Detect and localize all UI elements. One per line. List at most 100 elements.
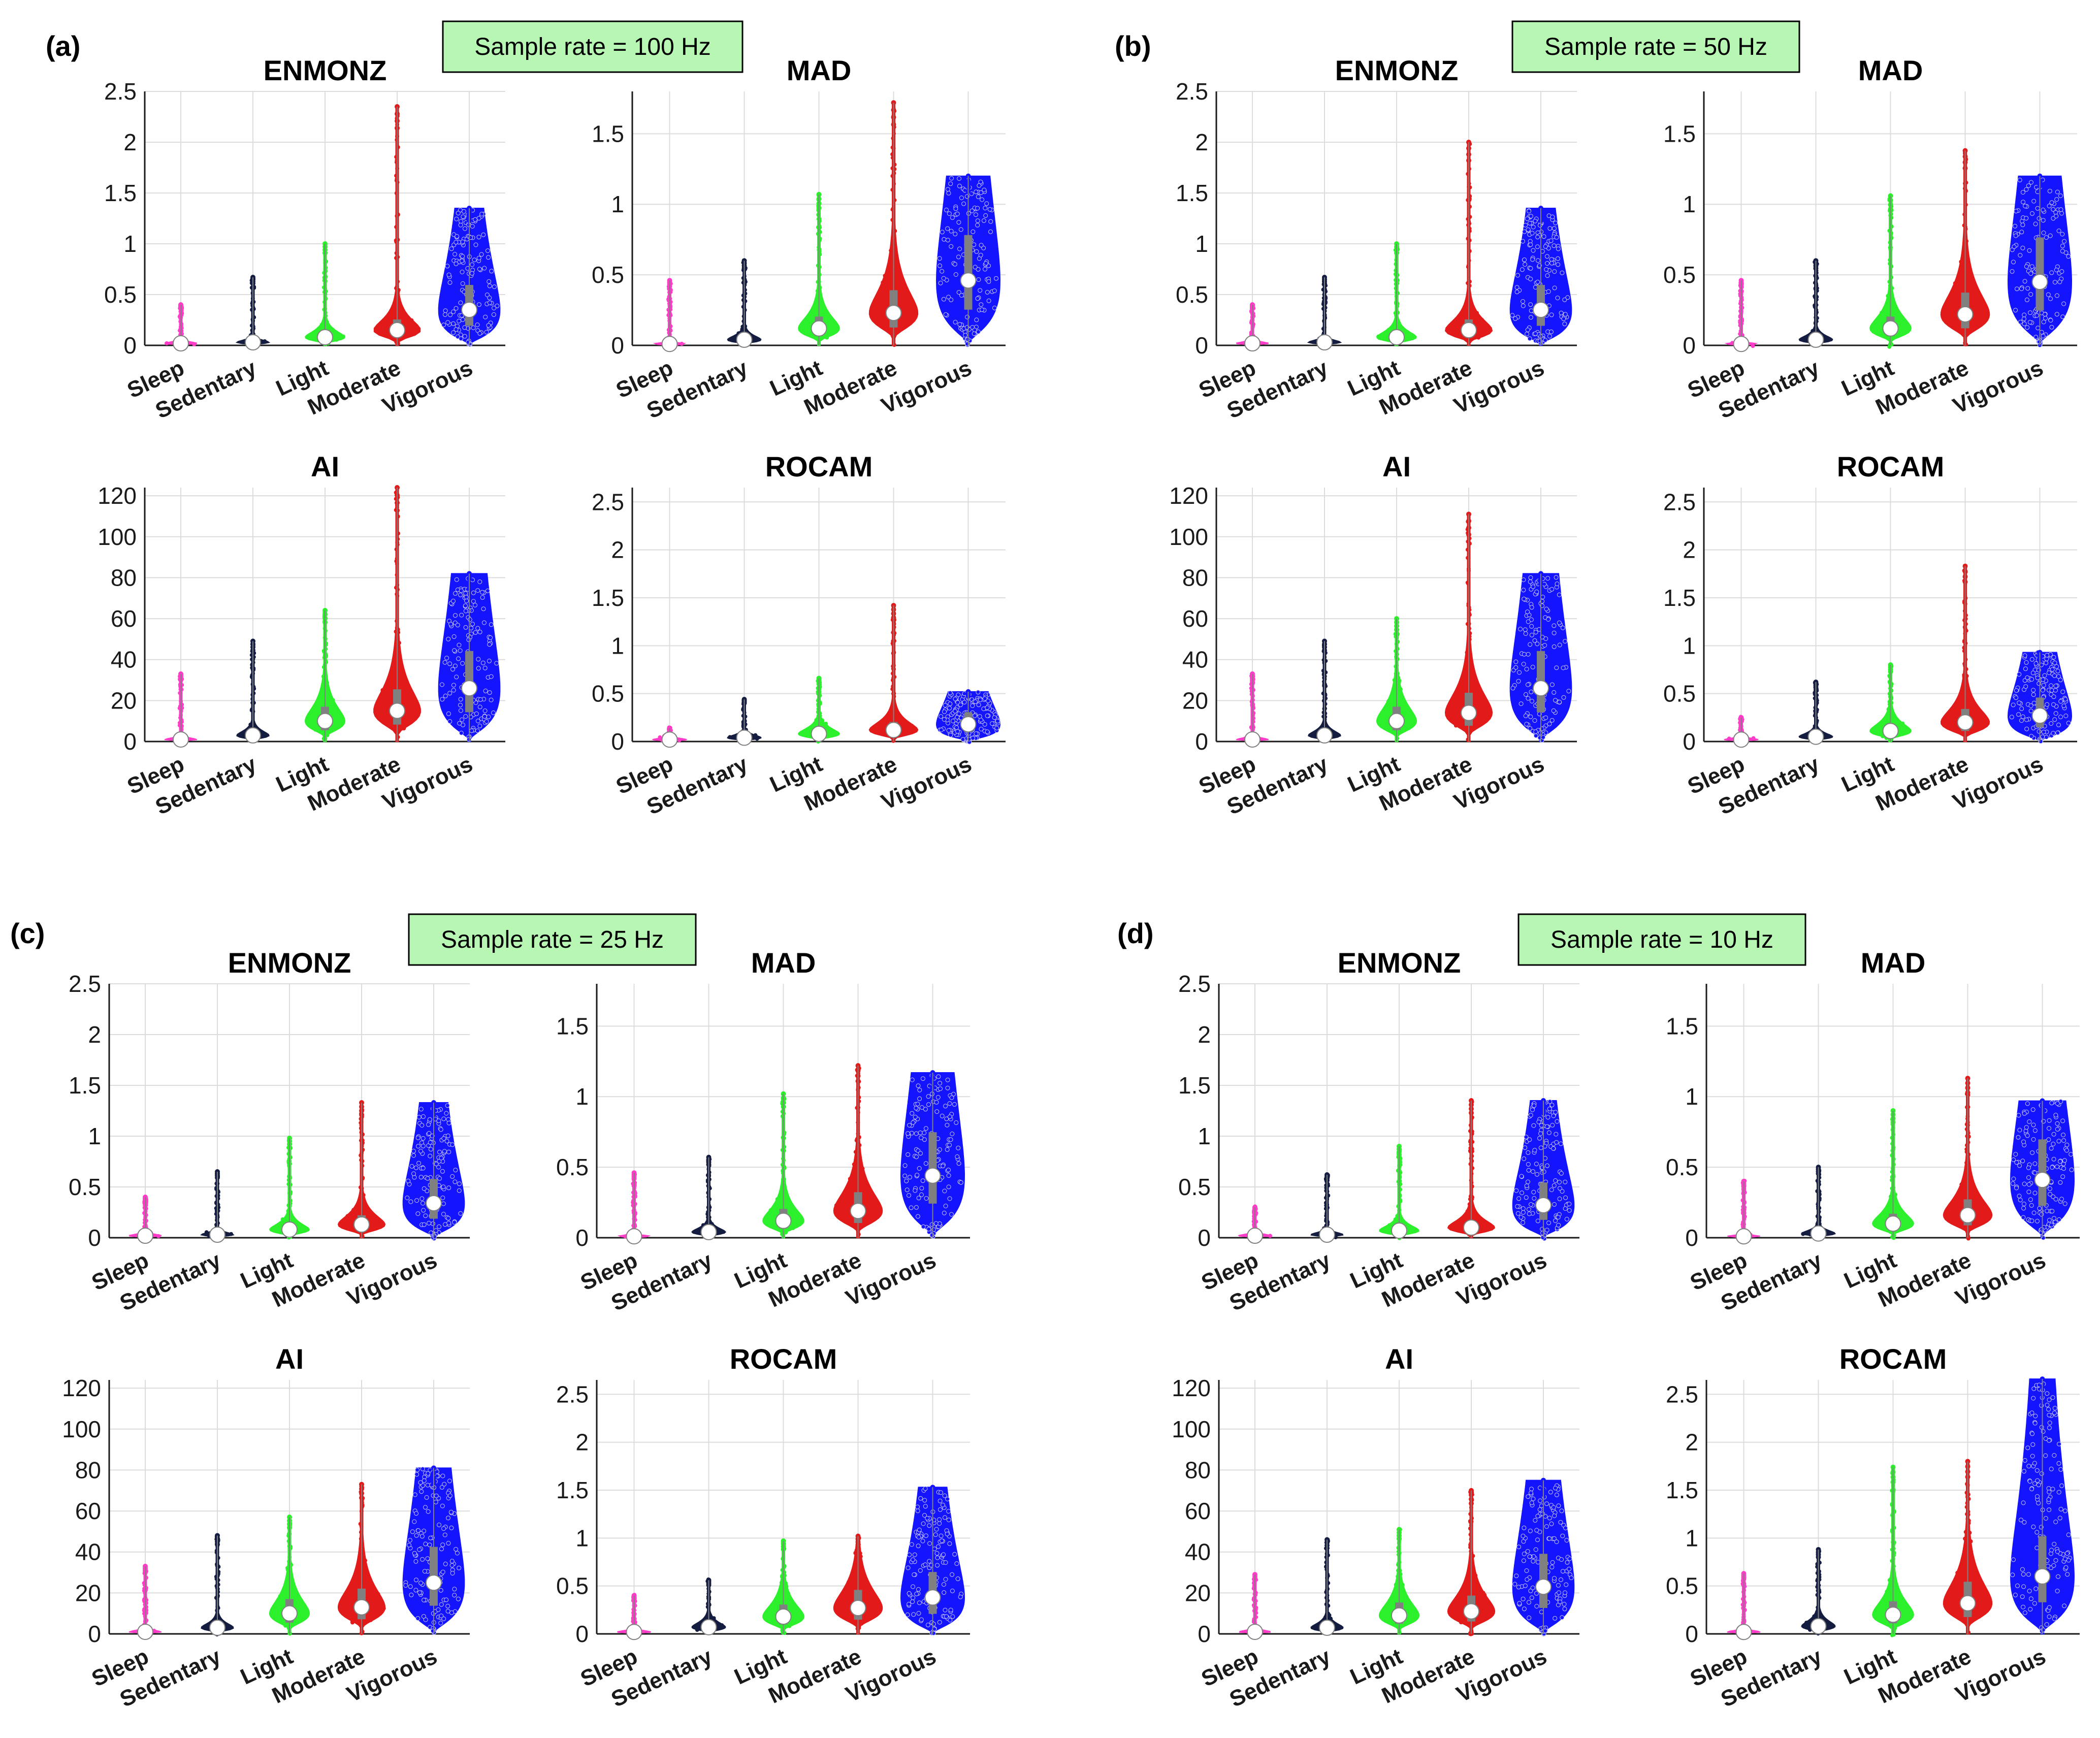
data-point	[994, 276, 998, 281]
violin-light: Light median 0.08	[798, 675, 840, 744]
data-point	[1889, 212, 1893, 216]
data-point	[915, 1173, 920, 1178]
data-point	[476, 216, 481, 221]
data-point	[389, 678, 393, 683]
data-point	[418, 1581, 424, 1586]
data-point	[1889, 231, 1893, 235]
data-point	[491, 710, 496, 715]
data-point	[495, 303, 500, 308]
violin-sleep: Sleep median 0.02	[164, 302, 198, 351]
data-point	[1561, 695, 1566, 700]
data-point	[786, 1597, 790, 1601]
data-point	[2031, 692, 2036, 697]
data-point	[417, 1590, 422, 1595]
data-point	[250, 662, 254, 667]
data-point	[479, 252, 484, 257]
violin-vigorous: Vigorous median 0.35	[1509, 206, 1572, 346]
data-point	[482, 709, 488, 713]
data-point	[974, 249, 979, 254]
data-point	[1521, 662, 1526, 666]
data-point	[489, 622, 494, 627]
data-point	[346, 1605, 351, 1610]
data-point	[974, 317, 979, 323]
data-point	[1549, 329, 1554, 334]
data-point	[1523, 627, 1528, 632]
data-point	[1518, 627, 1523, 631]
data-point	[301, 1607, 306, 1612]
data-point	[414, 1578, 418, 1583]
data-point	[2044, 656, 2049, 661]
data-point	[1524, 666, 1529, 671]
data-point	[936, 1544, 941, 1549]
violin-moderate: Moderate median 0.13	[337, 1100, 386, 1239]
data-point	[457, 1565, 462, 1570]
data-point	[433, 1499, 438, 1504]
median-marker	[775, 1212, 792, 1229]
violin-vigorous: Vigorous median 0.18	[935, 689, 1001, 745]
data-point	[1560, 625, 1565, 630]
data-point	[1472, 674, 1477, 679]
data-point	[941, 1552, 946, 1557]
data-point	[1520, 267, 1525, 272]
data-point	[943, 1607, 948, 1613]
data-point	[992, 715, 997, 720]
data-point	[1398, 1193, 1402, 1197]
y-tick-label: 0	[1195, 728, 1208, 755]
sample-rate-label: Sample rate = 10 Hz	[1550, 926, 1773, 953]
data-point	[907, 1552, 912, 1557]
data-point	[2010, 269, 2015, 274]
data-point	[976, 194, 981, 199]
data-point	[2056, 229, 2061, 233]
y-tick-label: 100	[62, 1416, 101, 1442]
data-point	[455, 623, 460, 628]
data-point	[1387, 1223, 1392, 1228]
data-point	[481, 232, 486, 237]
data-point	[916, 1083, 921, 1088]
data-point	[412, 1175, 417, 1180]
data-point	[953, 319, 958, 325]
data-point	[462, 325, 467, 330]
data-point	[2033, 335, 2039, 340]
data-point	[450, 1174, 455, 1179]
data-point	[156, 1234, 160, 1238]
data-point	[216, 1189, 220, 1194]
data-point	[1897, 317, 1901, 321]
data-point	[1738, 301, 1742, 306]
violin-vigorous: Vigorous median 25	[402, 1465, 465, 1635]
data-point	[942, 1590, 947, 1595]
data-point	[1398, 687, 1403, 692]
data-point	[476, 302, 481, 307]
data-point	[422, 1222, 427, 1227]
data-point	[396, 289, 400, 294]
data-point	[476, 666, 481, 671]
data-point	[841, 1595, 846, 1600]
data-point	[319, 691, 324, 696]
y-tick-label: 1	[1683, 632, 1696, 659]
y-tick-label: 2.5	[1176, 78, 1208, 105]
data-point	[216, 1556, 220, 1560]
data-point	[2017, 177, 2022, 182]
data-point	[1526, 652, 1531, 657]
data-point	[1537, 1136, 1542, 1141]
data-point	[464, 595, 469, 600]
data-point	[389, 725, 394, 729]
data-point	[486, 714, 491, 719]
data-point	[906, 1152, 911, 1157]
data-point	[945, 187, 950, 192]
data-point	[1538, 1145, 1543, 1150]
data-point	[915, 1214, 920, 1219]
data-point	[280, 1217, 285, 1221]
data-point	[959, 196, 964, 200]
data-point	[2040, 688, 2045, 693]
data-point	[858, 1175, 863, 1180]
data-point	[1528, 276, 1533, 281]
violin-sleep: Sleep median 1	[164, 671, 198, 748]
data-point	[1546, 617, 1551, 622]
data-point	[359, 1126, 363, 1131]
data-point	[462, 209, 466, 214]
data-point	[397, 655, 401, 660]
data-point	[848, 1618, 852, 1622]
data-point	[918, 1568, 923, 1573]
median-marker	[811, 320, 827, 337]
median-marker	[1461, 704, 1477, 721]
